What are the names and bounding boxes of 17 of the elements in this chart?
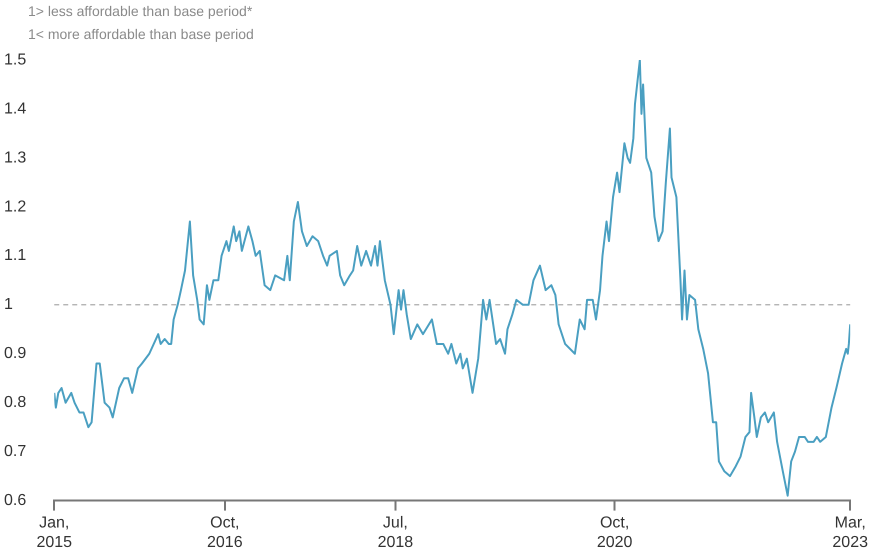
y-tick-label: 1.1 — [4, 247, 26, 264]
text: 1> less affordable than base period* — [28, 2, 253, 19]
y-tick-label: 1.4 — [4, 100, 26, 118]
y-tick-label: 1 — [4, 296, 13, 314]
text: 1< more affordable than base period — [28, 26, 254, 42]
x-tick-label: Mar, 2023 — [832, 514, 868, 551]
x-tick-label: Jul, 2018 — [378, 514, 414, 551]
x-tick-label: Oct, 2016 — [207, 514, 243, 551]
y-tick-label: 1.5 — [4, 51, 26, 68]
x-tick-label: Jan, 2015 — [36, 514, 72, 551]
y-tick-label: 0.8 — [4, 394, 26, 412]
y-tick-label: 1.2 — [4, 198, 26, 216]
y-tick-label: 0.9 — [4, 345, 26, 362]
x-tick-label: Oct, 2020 — [596, 514, 633, 551]
y-tick-label: 0.7 — [4, 443, 26, 460]
y-tick-label: 0.6 — [4, 492, 26, 510]
y-tick-label: 1.3 — [4, 149, 26, 166]
